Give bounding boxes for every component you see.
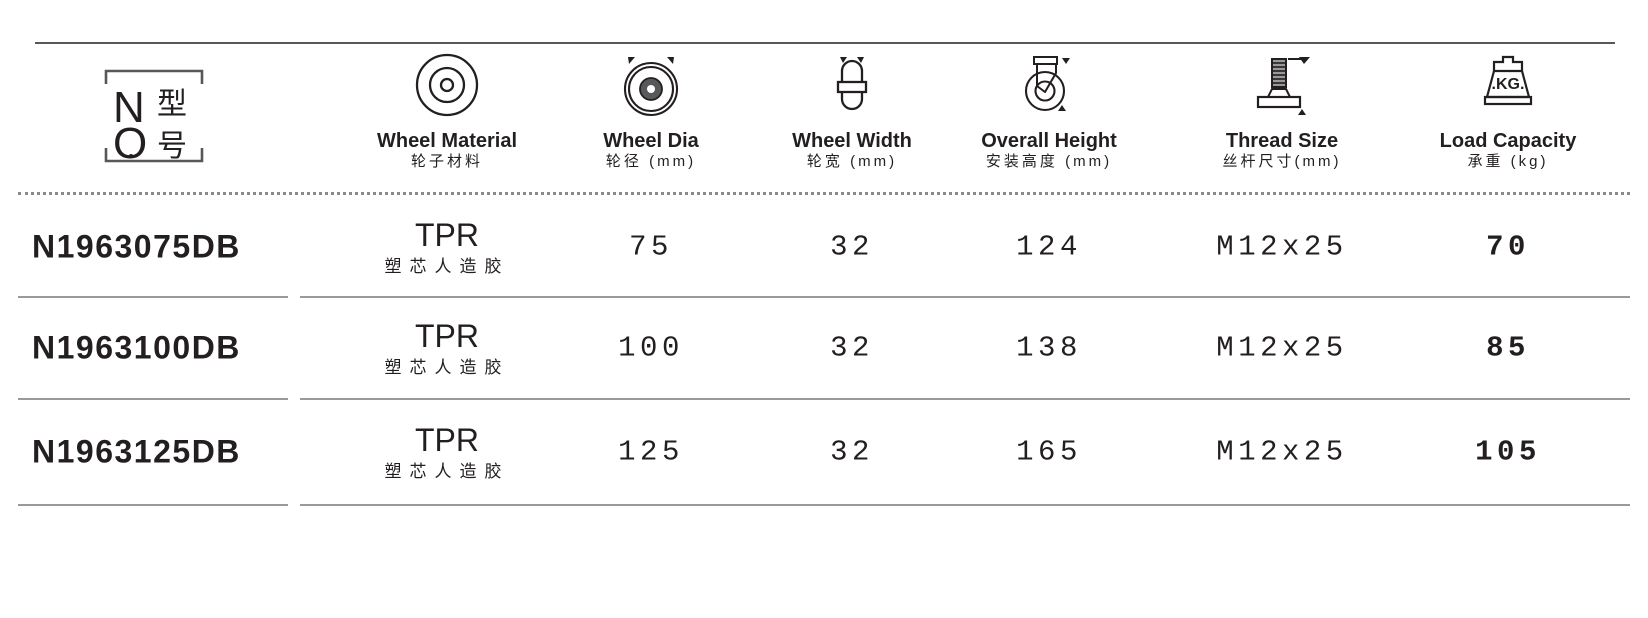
- svg-text:.KG.: .KG.: [1492, 76, 1525, 93]
- svg-text:型: 型: [157, 88, 187, 121]
- svg-text:号: 号: [157, 130, 187, 163]
- svg-text:O: O: [113, 119, 147, 168]
